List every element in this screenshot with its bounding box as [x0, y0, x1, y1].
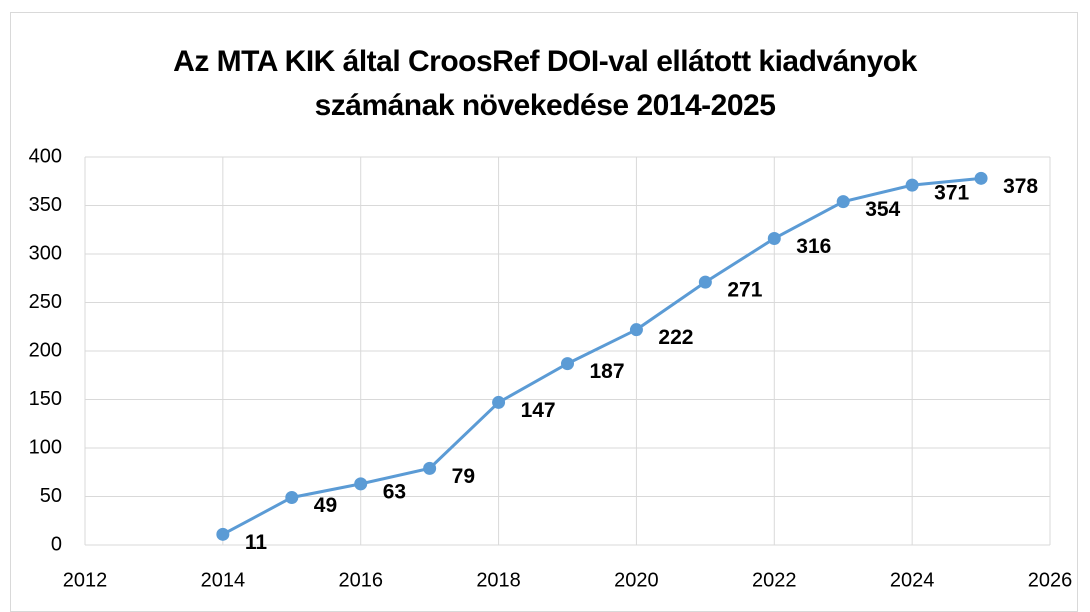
chart-title: Az MTA KIK által CroosRef DOI-val elláto…	[173, 45, 917, 122]
data-label: 316	[796, 235, 831, 258]
data-label: 79	[452, 465, 475, 488]
x-tick-label: 2024	[890, 569, 935, 591]
y-tick-label: 50	[40, 485, 62, 507]
data-label: 63	[383, 480, 406, 503]
y-tick-label: 250	[29, 291, 62, 313]
x-tick-label: 2018	[476, 569, 521, 591]
y-tick-label: 300	[29, 242, 62, 264]
x-tick-label: 2026	[1028, 569, 1073, 591]
point	[354, 477, 368, 491]
point	[285, 490, 299, 504]
data-label: 11	[245, 531, 268, 554]
data-label: 49	[314, 494, 337, 517]
data-label: 271	[727, 279, 762, 302]
point	[216, 527, 230, 541]
y-tick-label: 100	[29, 436, 62, 458]
data-label: 222	[658, 326, 693, 349]
x-tick-label: 2020	[614, 569, 659, 591]
x-tick-label: 2022	[752, 569, 797, 591]
data-label: 147	[521, 399, 556, 422]
y-tick-label: 0	[51, 533, 62, 555]
point	[561, 357, 574, 371]
y-tick-label: 200	[29, 339, 62, 361]
point	[905, 178, 919, 192]
y-tick-label: 150	[29, 388, 62, 410]
x-tick-label: 2012	[63, 569, 108, 591]
point	[767, 231, 781, 245]
point	[836, 195, 850, 209]
y-tick-label: 350	[29, 194, 62, 216]
line	[222, 176, 982, 536]
point	[974, 171, 988, 185]
y-tick-label: 400	[29, 145, 62, 167]
point	[698, 275, 712, 289]
x-tick-label: 2016	[338, 569, 383, 591]
point	[423, 461, 437, 475]
x-tick-label: 2014	[201, 569, 246, 591]
data-label: 354	[865, 198, 900, 221]
data-label: 371	[934, 182, 969, 205]
point	[629, 323, 643, 337]
data-label: 378	[1003, 175, 1038, 198]
point	[492, 395, 506, 409]
data-label: 187	[590, 360, 625, 383]
